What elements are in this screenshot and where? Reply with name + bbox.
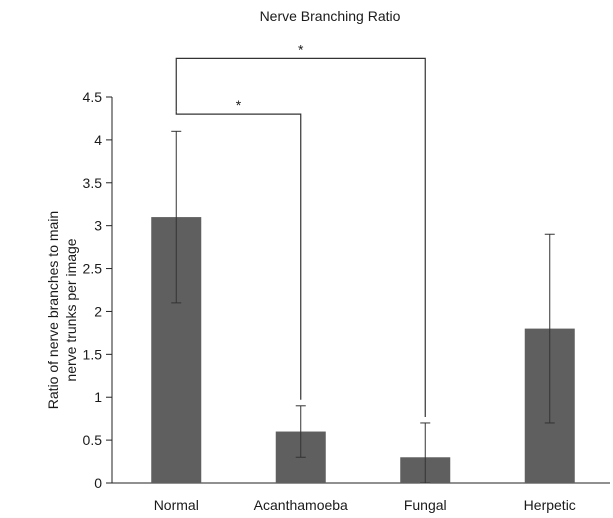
x-tick-label: Normal	[154, 497, 199, 513]
significance-bracket	[175, 57, 426, 417]
significance-bracket	[175, 111, 302, 400]
y-tick-label: 2.5	[83, 261, 103, 277]
y-tick-label: 0.5	[83, 432, 103, 448]
y-tick-label: 1.5	[83, 346, 103, 362]
y-tick-label: 1	[94, 389, 102, 405]
y-tick-label: 4	[94, 132, 102, 148]
significance-marker: *	[298, 41, 304, 57]
y-tick-label: 3	[94, 218, 102, 234]
x-tick-label: Acanthamoeba	[254, 497, 348, 513]
y-axis-label-line-1: Ratio of nerve branches to main	[45, 211, 61, 409]
significance-marker: *	[236, 97, 242, 113]
x-tick-label: Herpetic	[524, 497, 576, 513]
chart-title: Nerve Branching Ratio	[260, 8, 401, 24]
y-axis-label-line-2: nerve trunks per image	[63, 238, 79, 381]
y-tick-label: 3.5	[83, 175, 103, 191]
y-tick-label: 2	[94, 303, 102, 319]
x-tick-label: Fungal	[404, 497, 447, 513]
y-tick-label: 4.5	[83, 89, 103, 105]
y-tick-label: 0	[94, 475, 102, 491]
